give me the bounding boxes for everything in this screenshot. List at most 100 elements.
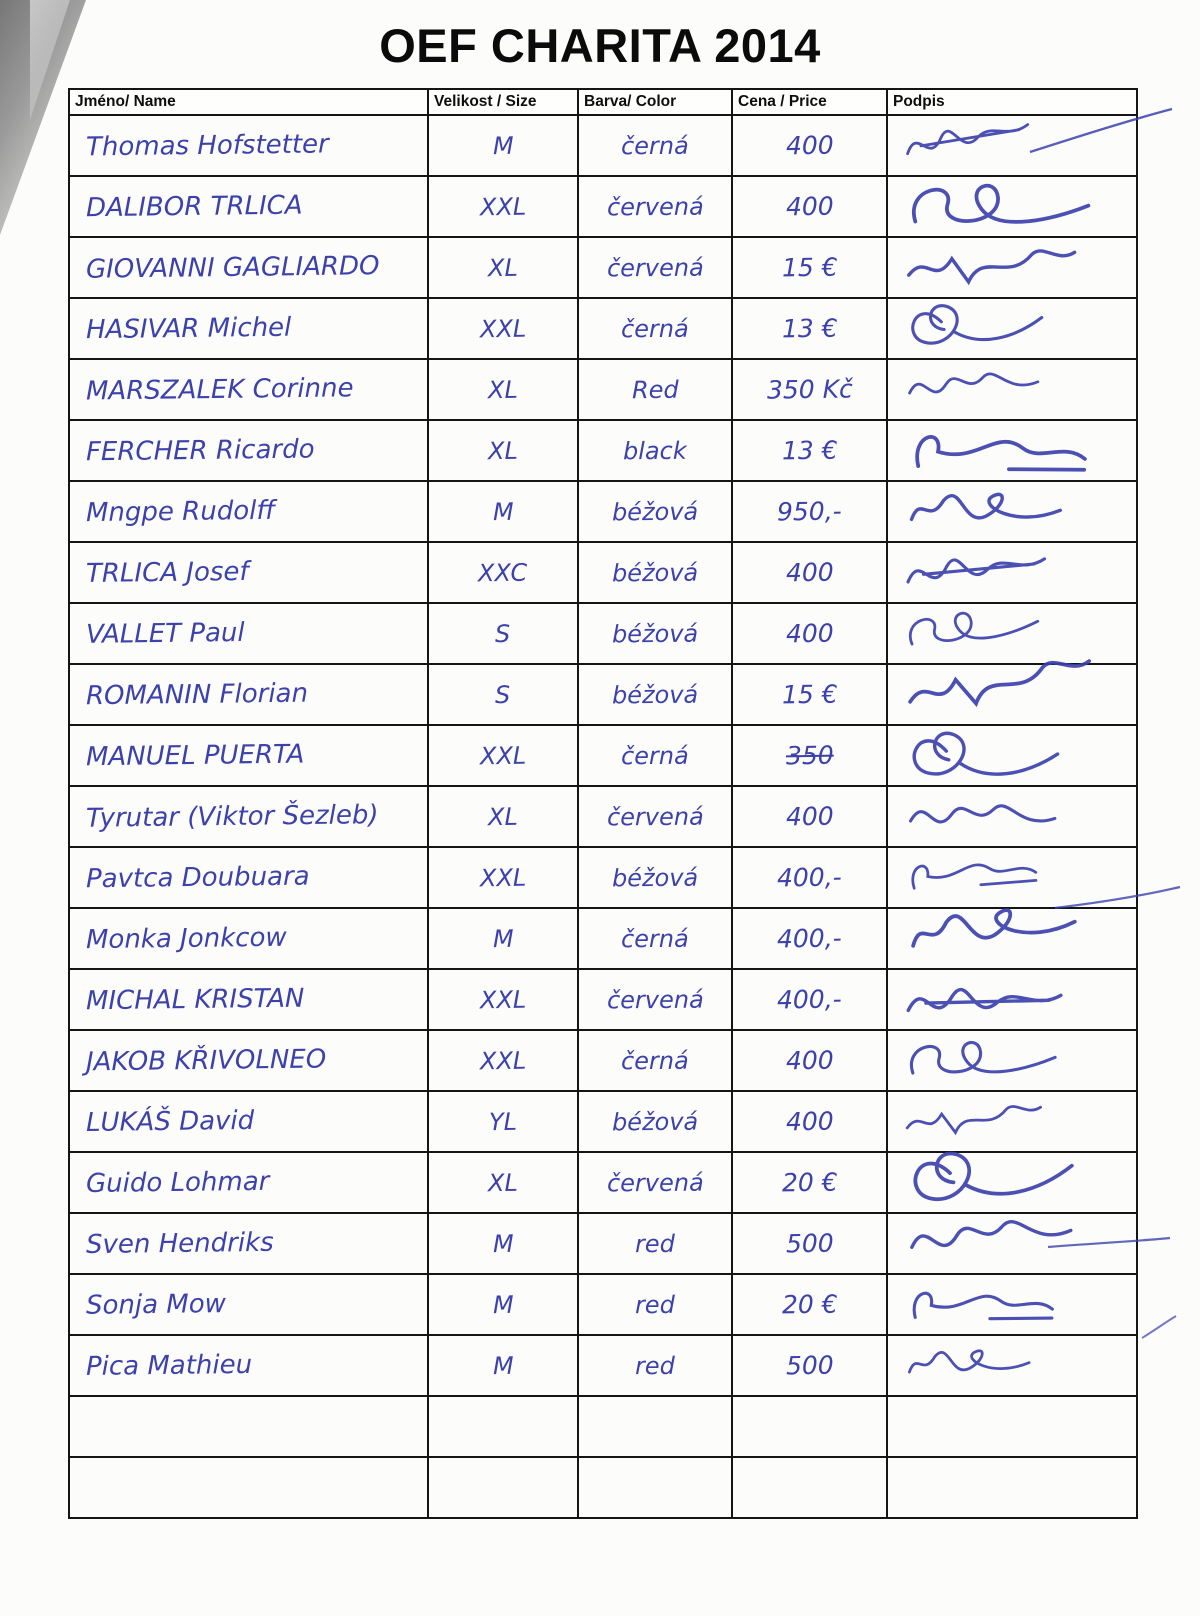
size-cell-text: YL xyxy=(488,1107,518,1136)
price-cell-text: 15 € xyxy=(781,679,838,710)
table-row: MICHAL KRISTAN XXL červená 400,- xyxy=(68,968,1138,1031)
name-cell: Monka Jonkcow xyxy=(68,907,429,970)
price-cell: 500 xyxy=(731,1212,888,1275)
size-cell-text: M xyxy=(492,1351,514,1380)
price-cell: 400 xyxy=(731,785,888,848)
name-cell-text: MICHAL KRISTAN xyxy=(85,983,305,1016)
color-cell-text: červená xyxy=(606,1168,704,1197)
price-cell-text: 400,- xyxy=(776,923,843,954)
name-cell xyxy=(68,1395,429,1458)
name-cell-text: LUKÁŠ David xyxy=(85,1105,255,1138)
price-cell: 15 € xyxy=(731,663,888,726)
table-row: HASIVAR Michel XXL černá 13 € xyxy=(68,297,1138,360)
header-size: Velikost / Size xyxy=(427,88,579,116)
name-cell-text: ROMANIN Florian xyxy=(85,678,309,711)
signature-cell xyxy=(886,968,1138,1031)
name-cell: Pica Mathieu xyxy=(68,1334,429,1397)
price-cell: 15 € xyxy=(731,236,888,299)
table-row: DALIBOR TRLICA XXL červená 400 xyxy=(68,175,1138,238)
table-row: FERCHER Ricardo XL black 13 € xyxy=(68,419,1138,482)
name-cell-text: DALIBOR TRLICA xyxy=(85,190,303,223)
color-cell-text: black xyxy=(623,436,687,465)
color-cell xyxy=(577,1456,733,1519)
signature-cell xyxy=(886,1273,1138,1336)
price-cell-text: 400,- xyxy=(776,862,843,893)
name-cell: MARSZALEK Corinne xyxy=(68,358,429,421)
price-cell: 950,- xyxy=(731,480,888,543)
table-row: JAKOB KŘIVOLNEO XXL černá 400 xyxy=(68,1029,1138,1092)
size-cell: XXL xyxy=(427,968,579,1031)
signature-ink xyxy=(900,299,1069,359)
name-cell-text: Monka Jonkcow xyxy=(85,922,287,955)
color-cell-text: černá xyxy=(621,131,689,160)
name-cell-text: MANUEL PUERTA xyxy=(85,739,305,772)
price-cell-text: 400 xyxy=(785,801,834,832)
signature-cell xyxy=(886,419,1138,482)
color-cell-text: černá xyxy=(621,314,689,343)
size-cell: M xyxy=(427,1334,579,1397)
color-cell-text: béžová xyxy=(611,680,699,709)
name-cell-text: JAKOB KŘIVOLNEO xyxy=(85,1043,327,1077)
color-cell: červená xyxy=(577,175,733,238)
header-color: Barva/ Color xyxy=(577,88,733,116)
color-cell: red xyxy=(577,1273,733,1336)
color-cell-text: červená xyxy=(606,802,704,831)
color-cell-text: béžová xyxy=(611,619,699,648)
size-cell: XXL xyxy=(427,175,579,238)
table-row xyxy=(68,1395,1138,1458)
name-cell: Guido Lohmar xyxy=(68,1151,429,1214)
size-cell-text: M xyxy=(492,924,514,953)
name-cell-text: HASIVAR Michel xyxy=(85,312,292,345)
size-cell-text: XL xyxy=(487,1168,519,1197)
size-cell-text: M xyxy=(492,131,514,160)
price-cell xyxy=(731,1395,888,1458)
signature-cell xyxy=(886,114,1138,177)
size-cell: XL xyxy=(427,785,579,848)
name-cell-text: Tyrutar (Viktor Šezleb) xyxy=(85,799,379,834)
size-cell: XL xyxy=(427,1151,579,1214)
name-cell: MICHAL KRISTAN xyxy=(68,968,429,1031)
size-cell-text: XXL xyxy=(479,863,527,892)
price-cell-text: 400 xyxy=(785,1045,834,1076)
price-cell: 400 xyxy=(731,1029,888,1092)
signature-cell xyxy=(886,541,1138,604)
price-cell-text: 15 € xyxy=(781,252,838,283)
signature-ink xyxy=(900,546,1068,603)
signature-cell xyxy=(886,785,1138,848)
name-cell-text: FERCHER Ricardo xyxy=(85,434,315,467)
color-cell-text: béžová xyxy=(611,863,699,892)
header-price: Cena / Price xyxy=(731,88,888,116)
color-cell: béžová xyxy=(577,663,733,726)
signature-cell xyxy=(886,1151,1138,1214)
size-cell-text: XXL xyxy=(479,985,527,1014)
signature-ink xyxy=(899,1278,1070,1344)
signature-ink xyxy=(899,605,1051,661)
price-cell: 13 € xyxy=(731,297,888,360)
price-cell-text: 13 € xyxy=(781,435,838,466)
size-cell-text: XXL xyxy=(479,192,527,221)
color-cell: červená xyxy=(577,785,733,848)
signature-cell xyxy=(886,297,1138,360)
size-cell: M xyxy=(427,1212,579,1275)
name-cell-text: MARSZALEK Corinne xyxy=(85,372,354,407)
signature-ink xyxy=(900,1098,1050,1149)
name-cell: Sonja Mow xyxy=(68,1273,429,1336)
color-cell: červená xyxy=(577,968,733,1031)
name-cell-text: Guido Lohmar xyxy=(85,1166,270,1199)
name-cell: FERCHER Ricardo xyxy=(68,419,429,482)
price-cell-text: 500 xyxy=(785,1228,834,1259)
signature-cell xyxy=(886,175,1138,238)
signature-cell xyxy=(886,1090,1138,1153)
size-cell: M xyxy=(427,480,579,543)
size-cell: XL xyxy=(427,419,579,482)
color-cell-text: red xyxy=(634,1290,676,1319)
size-cell-text: XL xyxy=(487,802,519,831)
name-cell: MANUEL PUERTA xyxy=(68,724,429,787)
size-cell: XXL xyxy=(427,297,579,360)
price-cell-text: 950,- xyxy=(776,496,843,527)
color-cell: černá xyxy=(577,114,733,177)
